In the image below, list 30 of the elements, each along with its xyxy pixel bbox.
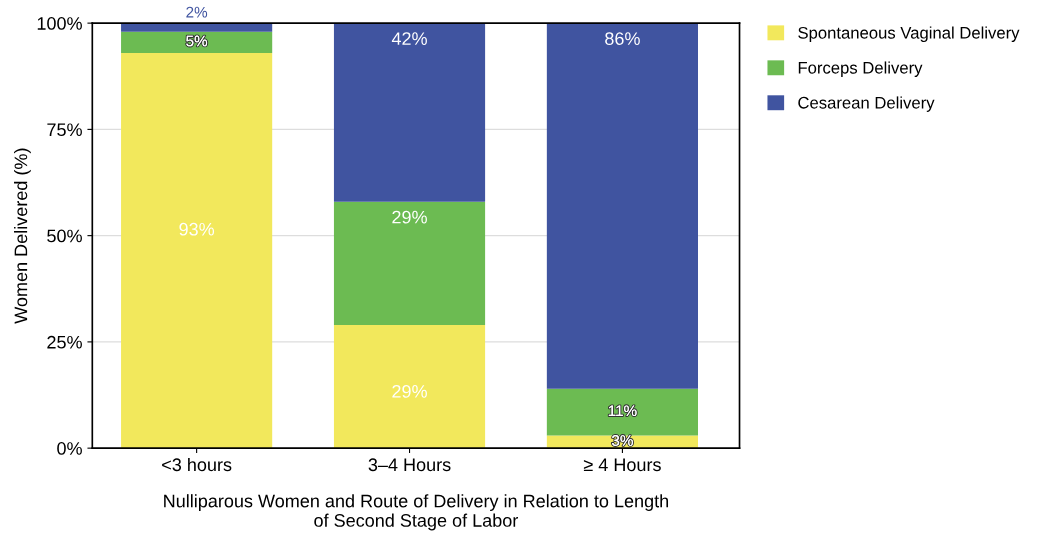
- x-tick-label: <3 hours: [162, 457, 232, 472]
- data-label: 29%: [392, 210, 427, 224]
- bar: [333, 324, 486, 449]
- x-tick-label: 3–4 Hours: [368, 458, 451, 472]
- y-tick-label: 100%: [37, 17, 82, 30]
- y-tick-label: 50%: [47, 229, 82, 243]
- legend-label: Cesarean Delivery: [798, 96, 935, 112]
- data-label: 93%: [179, 222, 215, 236]
- y-tick-label: 75%: [47, 123, 82, 137]
- x-tick-label: ≥ 4 Hours: [583, 458, 661, 472]
- legend-label: Spontaneous Vaginal Delivery: [798, 26, 1020, 43]
- legend-label: Forceps Delivery: [798, 61, 923, 77]
- bar: [546, 388, 698, 436]
- y-axis-title: Women Delivered (%): [14, 148, 31, 324]
- data-label: 3%: [611, 435, 633, 446]
- bar: [121, 23, 273, 32]
- y-tick-label: 0%: [57, 442, 82, 455]
- bar: [121, 31, 273, 53]
- data-label: 11%: [608, 405, 637, 417]
- data-label: 5%: [186, 35, 208, 47]
- bar: [546, 23, 698, 389]
- data-label: 86%: [605, 32, 640, 45]
- data-label: 42%: [391, 32, 427, 45]
- bar: [333, 201, 486, 325]
- y-tick-label: 25%: [47, 335, 82, 349]
- bar: [121, 52, 273, 449]
- data-label: 2%: [186, 6, 208, 18]
- x-axis-title: Nulliparous Women and Route of Delivery in Relation to Length of Second Stage of Labor: [164, 494, 669, 531]
- bar: [333, 23, 486, 202]
- data-label: 29%: [392, 384, 427, 398]
